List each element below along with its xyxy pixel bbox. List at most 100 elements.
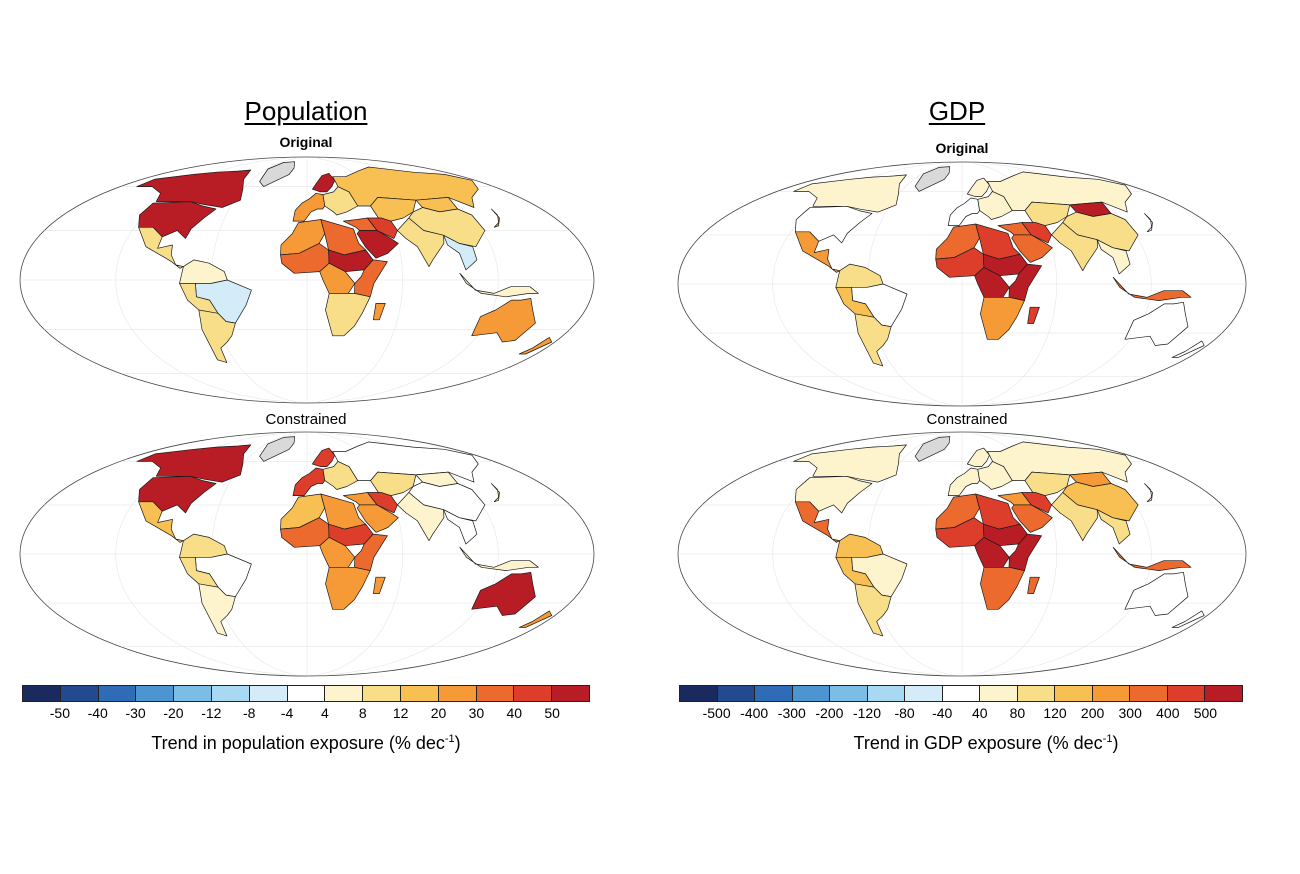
gdp-colorbar-cell [717, 686, 756, 701]
region-russia [987, 171, 1132, 213]
population-colorbar-tick-label: 50 [544, 705, 560, 721]
population-colorbar-tick-label: 4 [321, 705, 329, 721]
population-colorbar-cell [325, 686, 364, 701]
region-greenland [914, 436, 951, 462]
population-original-label: Original [279, 134, 333, 150]
population-column-title: Population [244, 96, 368, 126]
region-australia [471, 571, 536, 616]
population-colorbar-cell [552, 686, 589, 701]
population-colorbar-tick-label: 40 [506, 705, 523, 721]
region-arabia [356, 504, 399, 533]
gdp-colorbar-tick-label: 80 [1009, 705, 1026, 721]
region-japan [1144, 483, 1153, 503]
region-indonesia [1112, 276, 1192, 301]
gdp-constrained-map [677, 431, 1247, 677]
gdp-colorbar-cell [1205, 686, 1242, 701]
population-colorbar-cell [438, 686, 477, 701]
gdp-colorbar-tick-label: -500 [702, 705, 731, 721]
population-colorbar-cell [476, 686, 515, 701]
gdp-colorbar-cell [1092, 686, 1131, 701]
region-north-america [136, 444, 252, 483]
region-japan [491, 208, 500, 228]
region-russia [987, 441, 1132, 483]
region-southern-africa [325, 566, 371, 610]
region-india [1051, 492, 1098, 542]
gdp-colorbar-cell [1167, 686, 1206, 701]
gdp-colorbar-cell [905, 686, 943, 701]
region-eastern-europe [322, 186, 359, 216]
population-colorbar-tick-label: -20 [163, 705, 184, 721]
region-southeast-asia [443, 234, 478, 271]
population-colorbar-cell [363, 686, 401, 701]
gdp-colorbar-tick-label: 400 [1156, 705, 1180, 721]
region-central-africa [319, 537, 356, 568]
region-southeast-asia [443, 509, 478, 545]
region-russia [332, 441, 479, 483]
region-nz [1171, 610, 1205, 628]
region-indonesia [1112, 546, 1192, 571]
region-nz [1171, 340, 1205, 358]
region-japan [491, 483, 500, 503]
region-south-cone [198, 583, 236, 637]
region-greenland [914, 166, 951, 192]
region-southeast-asia [1096, 509, 1131, 545]
region-madagascar [1027, 306, 1040, 324]
region-southern-africa [980, 566, 1025, 610]
population-colorbar-cell [400, 686, 439, 701]
population-colorbar-tick-label: 12 [392, 705, 409, 721]
gdp-colorbar-cell [755, 686, 793, 701]
population-colorbar-tick-label: -40 [87, 705, 108, 721]
population-constrained-label: Constrained [265, 411, 347, 428]
gdp-colorbar-cell [1017, 686, 1056, 701]
region-central-america [138, 501, 184, 543]
region-indonesia [459, 546, 539, 571]
population-colorbar-tick-label: -12 [201, 705, 222, 721]
region-south-cone [854, 583, 892, 637]
region-eastern-europe [977, 461, 1013, 490]
population-colorbar-cell [60, 686, 99, 701]
region-australia [1124, 301, 1189, 346]
region-arabia [356, 230, 399, 259]
gdp-colorbar-cell [867, 686, 906, 701]
region-central-africa [974, 267, 1010, 298]
region-southern-africa [325, 293, 371, 337]
gdp-colorbar-cell [792, 686, 831, 701]
region-arabia [1011, 504, 1053, 533]
population-colorbar-cell [136, 686, 175, 701]
gdp-constrained-label: Constrained [926, 411, 1008, 428]
gdp-colorbar-tick-label: -200 [815, 705, 844, 721]
gdp-colorbar-tick-label: -400 [740, 705, 769, 721]
population-colorbar-tick-label: -8 [242, 705, 256, 721]
population-colorbar-tick-label: -4 [280, 705, 294, 721]
population-colorbar-cell [98, 686, 137, 701]
region-india [397, 217, 445, 267]
population-colorbar-tick-label: 8 [358, 705, 367, 721]
gdp-colorbar-tick-label: 500 [1193, 705, 1218, 721]
gdp-colorbar-tick-label: 40 [972, 705, 988, 721]
population-colorbar [22, 685, 590, 702]
region-south-cone [198, 309, 236, 363]
region-australia [1124, 571, 1189, 616]
region-madagascar [372, 576, 386, 594]
region-japan [1144, 213, 1153, 233]
gdp-colorbar [679, 685, 1243, 702]
region-north-america [793, 444, 907, 483]
gdp-original-map [677, 161, 1247, 407]
region-nz [518, 337, 553, 355]
gdp-colorbar-tick-label: -300 [777, 705, 806, 721]
population-colorbar-label: Trend in population exposure (% dec-1) [151, 733, 461, 753]
region-india [1051, 222, 1098, 272]
gdp-colorbar-tick-label: 200 [1080, 705, 1105, 721]
region-north-america [136, 169, 252, 208]
population-colorbar-tick-label: -50 [49, 705, 70, 721]
region-madagascar [1027, 576, 1040, 594]
gdp-colorbar-tick-label: 120 [1043, 705, 1067, 721]
region-south-cone [854, 313, 892, 367]
region-southern-africa [980, 296, 1025, 340]
gdp-colorbar-tick-label: -40 [932, 705, 953, 721]
region-central-america [794, 501, 841, 543]
region-southeast-asia [1096, 239, 1131, 275]
region-central-africa [974, 537, 1010, 568]
region-eastern-europe [977, 191, 1013, 220]
region-north-america [793, 174, 907, 213]
